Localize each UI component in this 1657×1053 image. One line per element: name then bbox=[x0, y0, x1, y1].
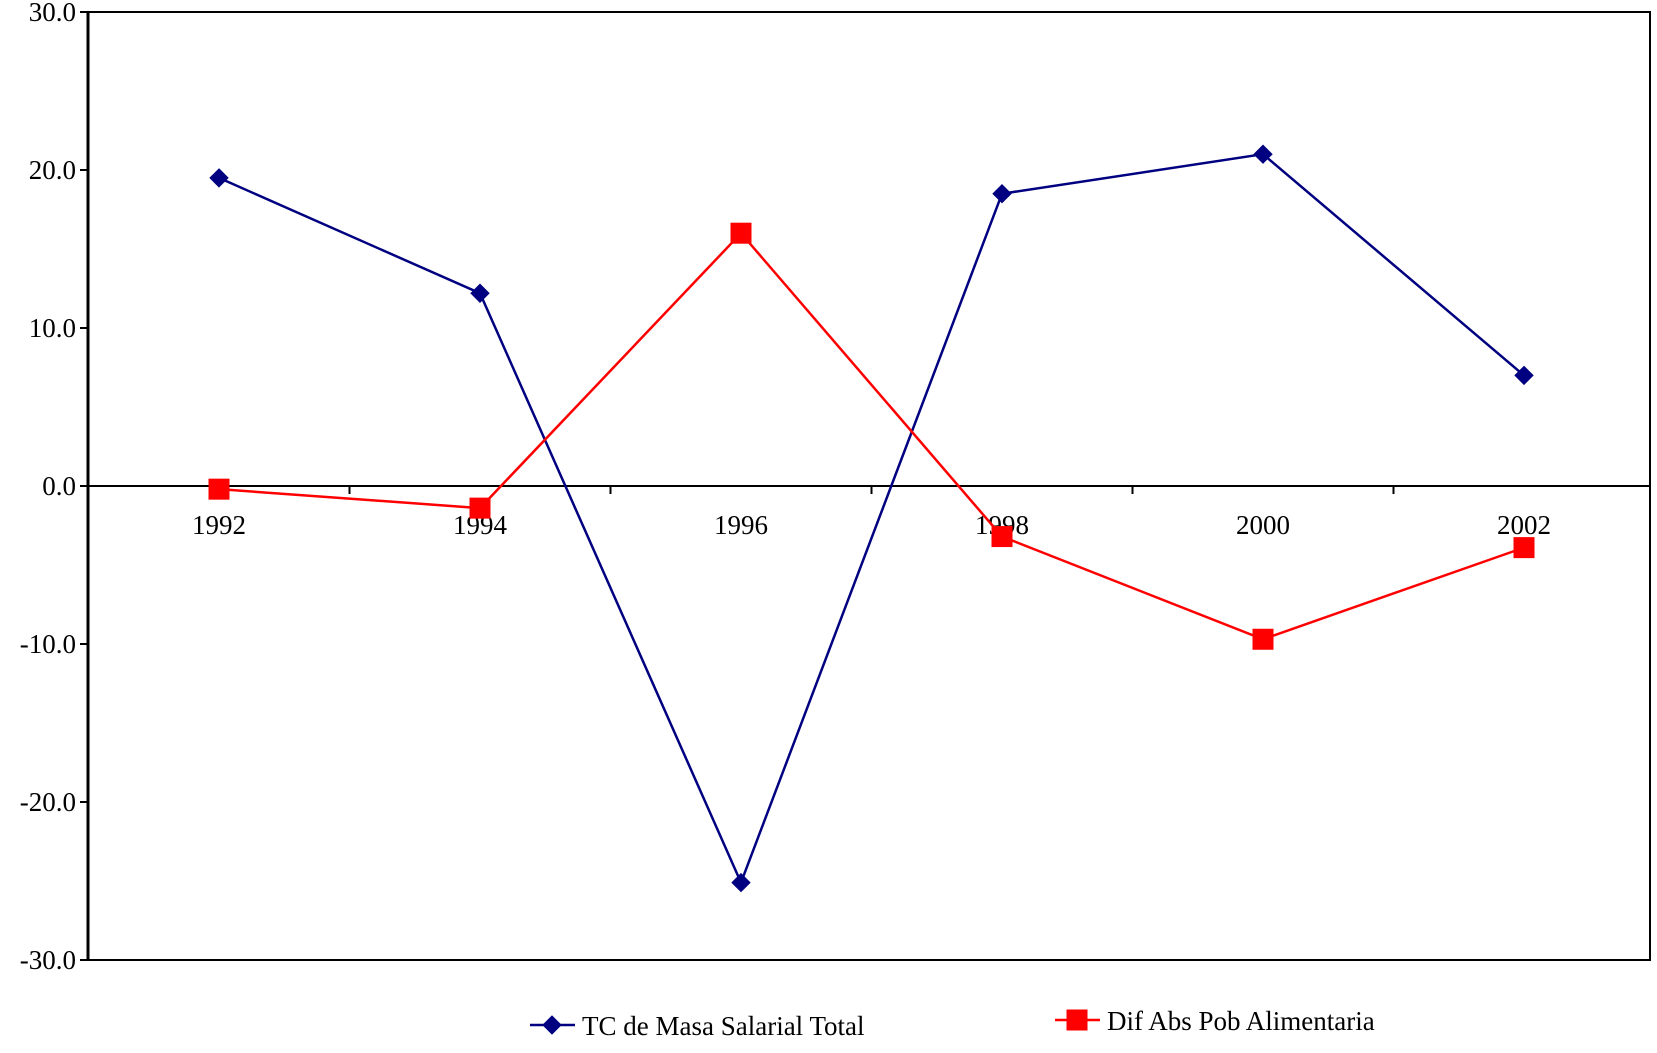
y-axis-ticks: 30.0 20.0 10.0 0.0 -10.0 -20.0 -30.0 bbox=[20, 0, 88, 975]
legend-label: TC de Masa Salarial Total bbox=[582, 1011, 865, 1041]
data-point bbox=[209, 168, 229, 188]
data-point bbox=[731, 872, 751, 893]
data-point bbox=[991, 526, 1013, 548]
series-layer bbox=[208, 144, 1535, 893]
data-point bbox=[469, 497, 491, 519]
data-point bbox=[1252, 628, 1274, 650]
diamond-marker-icon bbox=[542, 1015, 562, 1035]
data-point bbox=[1513, 537, 1535, 559]
series-line bbox=[218, 231, 1525, 641]
series-2 bbox=[208, 222, 1535, 650]
y-tick-label: 30.0 bbox=[29, 0, 76, 27]
data-point bbox=[992, 183, 1012, 204]
y-tick-label: -30.0 bbox=[20, 945, 76, 975]
data-point bbox=[730, 222, 752, 244]
legend-item: TC de Masa Salarial Total bbox=[530, 1011, 865, 1041]
legend: TC de Masa Salarial Total Dif Abs Pob Ali… bbox=[530, 1006, 1375, 1041]
legend-label: Dif Abs Pob Alimentaria bbox=[1107, 1006, 1375, 1036]
x-tick-label: 2000 bbox=[1236, 510, 1290, 540]
y-tick-label: 10.0 bbox=[29, 313, 76, 343]
x-tick-label: 1996 bbox=[714, 510, 768, 540]
series-1 bbox=[209, 144, 1534, 893]
x-tick-label: 1992 bbox=[192, 510, 246, 540]
series-line bbox=[218, 152, 1525, 886]
y-tick-label: -10.0 bbox=[20, 629, 76, 659]
data-point bbox=[208, 478, 230, 500]
data-point bbox=[1253, 144, 1273, 164]
y-tick-label: 20.0 bbox=[29, 155, 76, 185]
square-marker-icon bbox=[1066, 1009, 1088, 1031]
x-axis-ticks: 1992 1994 1996 1998 2000 2002 bbox=[87, 486, 1551, 540]
legend-item: Dif Abs Pob Alimentaria bbox=[1055, 1006, 1375, 1036]
y-tick-label: -20.0 bbox=[20, 787, 76, 817]
x-tick-label: 2002 bbox=[1497, 510, 1551, 540]
data-point bbox=[1514, 365, 1534, 386]
data-point bbox=[470, 283, 490, 303]
y-tick-label: 0.0 bbox=[42, 471, 76, 501]
axes bbox=[86, 11, 1651, 961]
